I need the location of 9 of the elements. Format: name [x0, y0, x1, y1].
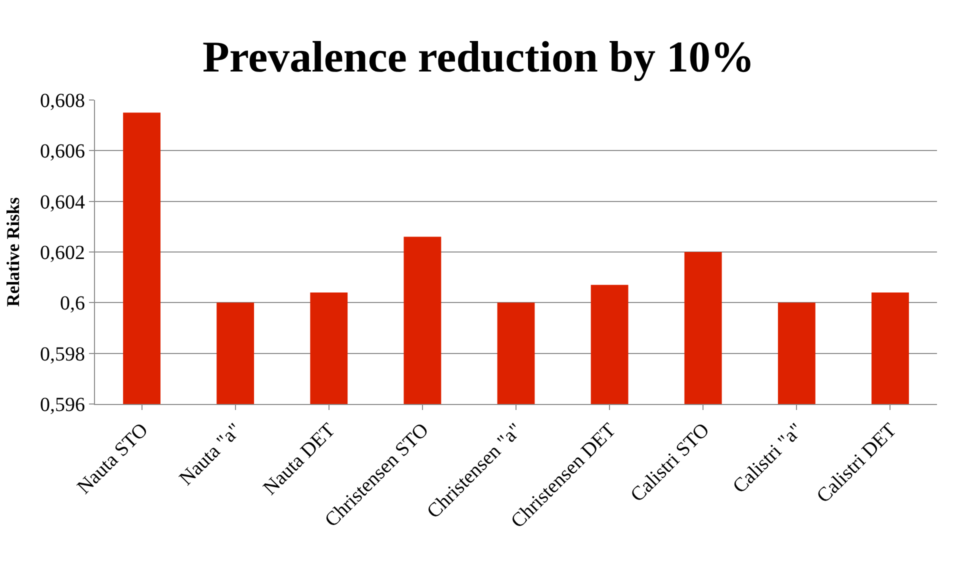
y-tick-label: 0,604 — [40, 191, 85, 214]
y-tick-label: 0,6 — [60, 292, 85, 315]
y-axis-title: Relative Risks — [3, 197, 24, 307]
y-tick-label: 0,598 — [40, 343, 85, 366]
y-tick-label: 0,608 — [40, 90, 85, 112]
chart-title: Prevalence reduction by 10% — [202, 32, 754, 82]
y-tick-label: 0,602 — [40, 242, 85, 264]
y-tick-label: 0,606 — [40, 140, 85, 163]
y-tick-label: 0,596 — [40, 394, 85, 416]
